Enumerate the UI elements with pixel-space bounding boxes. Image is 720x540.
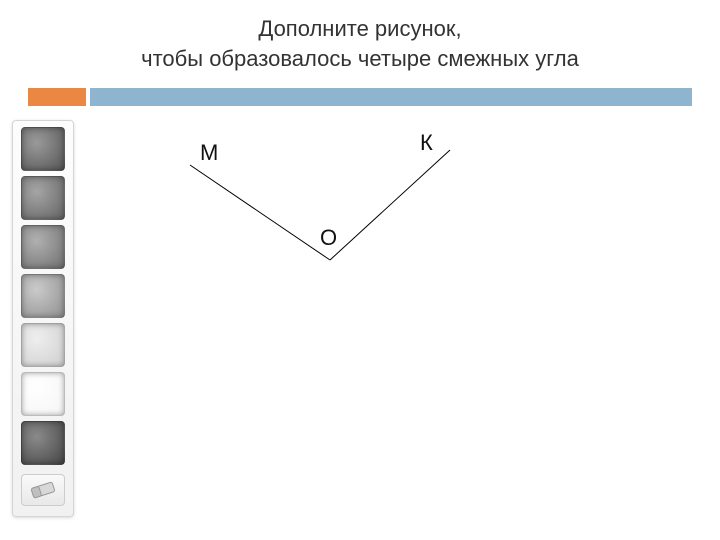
divider-bar — [90, 88, 692, 106]
slide-title: Дополните рисунок, чтобы образовалось че… — [0, 0, 720, 73]
brush-swatch-4[interactable] — [21, 274, 65, 318]
brush-swatch-7[interactable] — [21, 421, 65, 465]
brush-swatch-3[interactable] — [21, 225, 65, 269]
brush-swatch-6[interactable] — [21, 372, 65, 416]
ray-ok — [330, 150, 450, 260]
brush-swatch-2[interactable] — [21, 176, 65, 220]
angle-diagram: М О К — [160, 130, 500, 330]
label-m: М — [200, 140, 218, 166]
title-line-1: Дополните рисунок, — [0, 14, 720, 44]
drawing-toolbar — [12, 120, 74, 517]
accent-bar — [28, 88, 86, 106]
brush-swatch-1[interactable] — [21, 127, 65, 171]
label-o: О — [320, 225, 337, 251]
eraser-icon — [26, 480, 60, 500]
eraser-tool[interactable] — [21, 474, 65, 506]
label-k: К — [420, 130, 433, 156]
brush-swatch-5[interactable] — [21, 323, 65, 367]
ray-om — [190, 165, 330, 260]
title-line-2: чтобы образовалось четыре смежных угла — [0, 44, 720, 74]
